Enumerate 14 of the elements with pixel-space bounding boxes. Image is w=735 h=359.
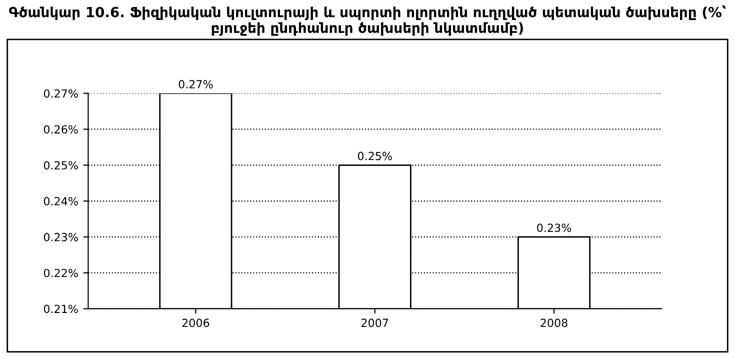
y-tick-label: 0.25% <box>44 161 78 170</box>
x-tick-label: 2007 <box>362 318 388 328</box>
data-label: 0.27% <box>178 80 213 88</box>
x-tick-label: 2006 <box>182 318 210 328</box>
y-tick-label: 0.22% <box>44 268 78 278</box>
y-tick-label: 0.21% <box>44 304 78 314</box>
y-tick-label: 0.26% <box>44 125 78 134</box>
chart-title: Գծանկար 10.6. Ֆիզիկական կուլտուրայի և սպորտի ոլորտին ուղղված պետական ծախսերը (%՝ բյուջեի ընդհանուր ծախսերի նկատմամբ) <box>9 5 726 36</box>
data-label: 0.25% <box>358 152 392 160</box>
data-label: 0.23% <box>537 224 572 232</box>
y-tick-label: 0.24% <box>44 197 78 206</box>
y-tick-label: 0.27% <box>44 89 78 98</box>
y-tick-label: 0.23% <box>44 232 78 242</box>
x-tick-label: 2008 <box>540 318 568 328</box>
